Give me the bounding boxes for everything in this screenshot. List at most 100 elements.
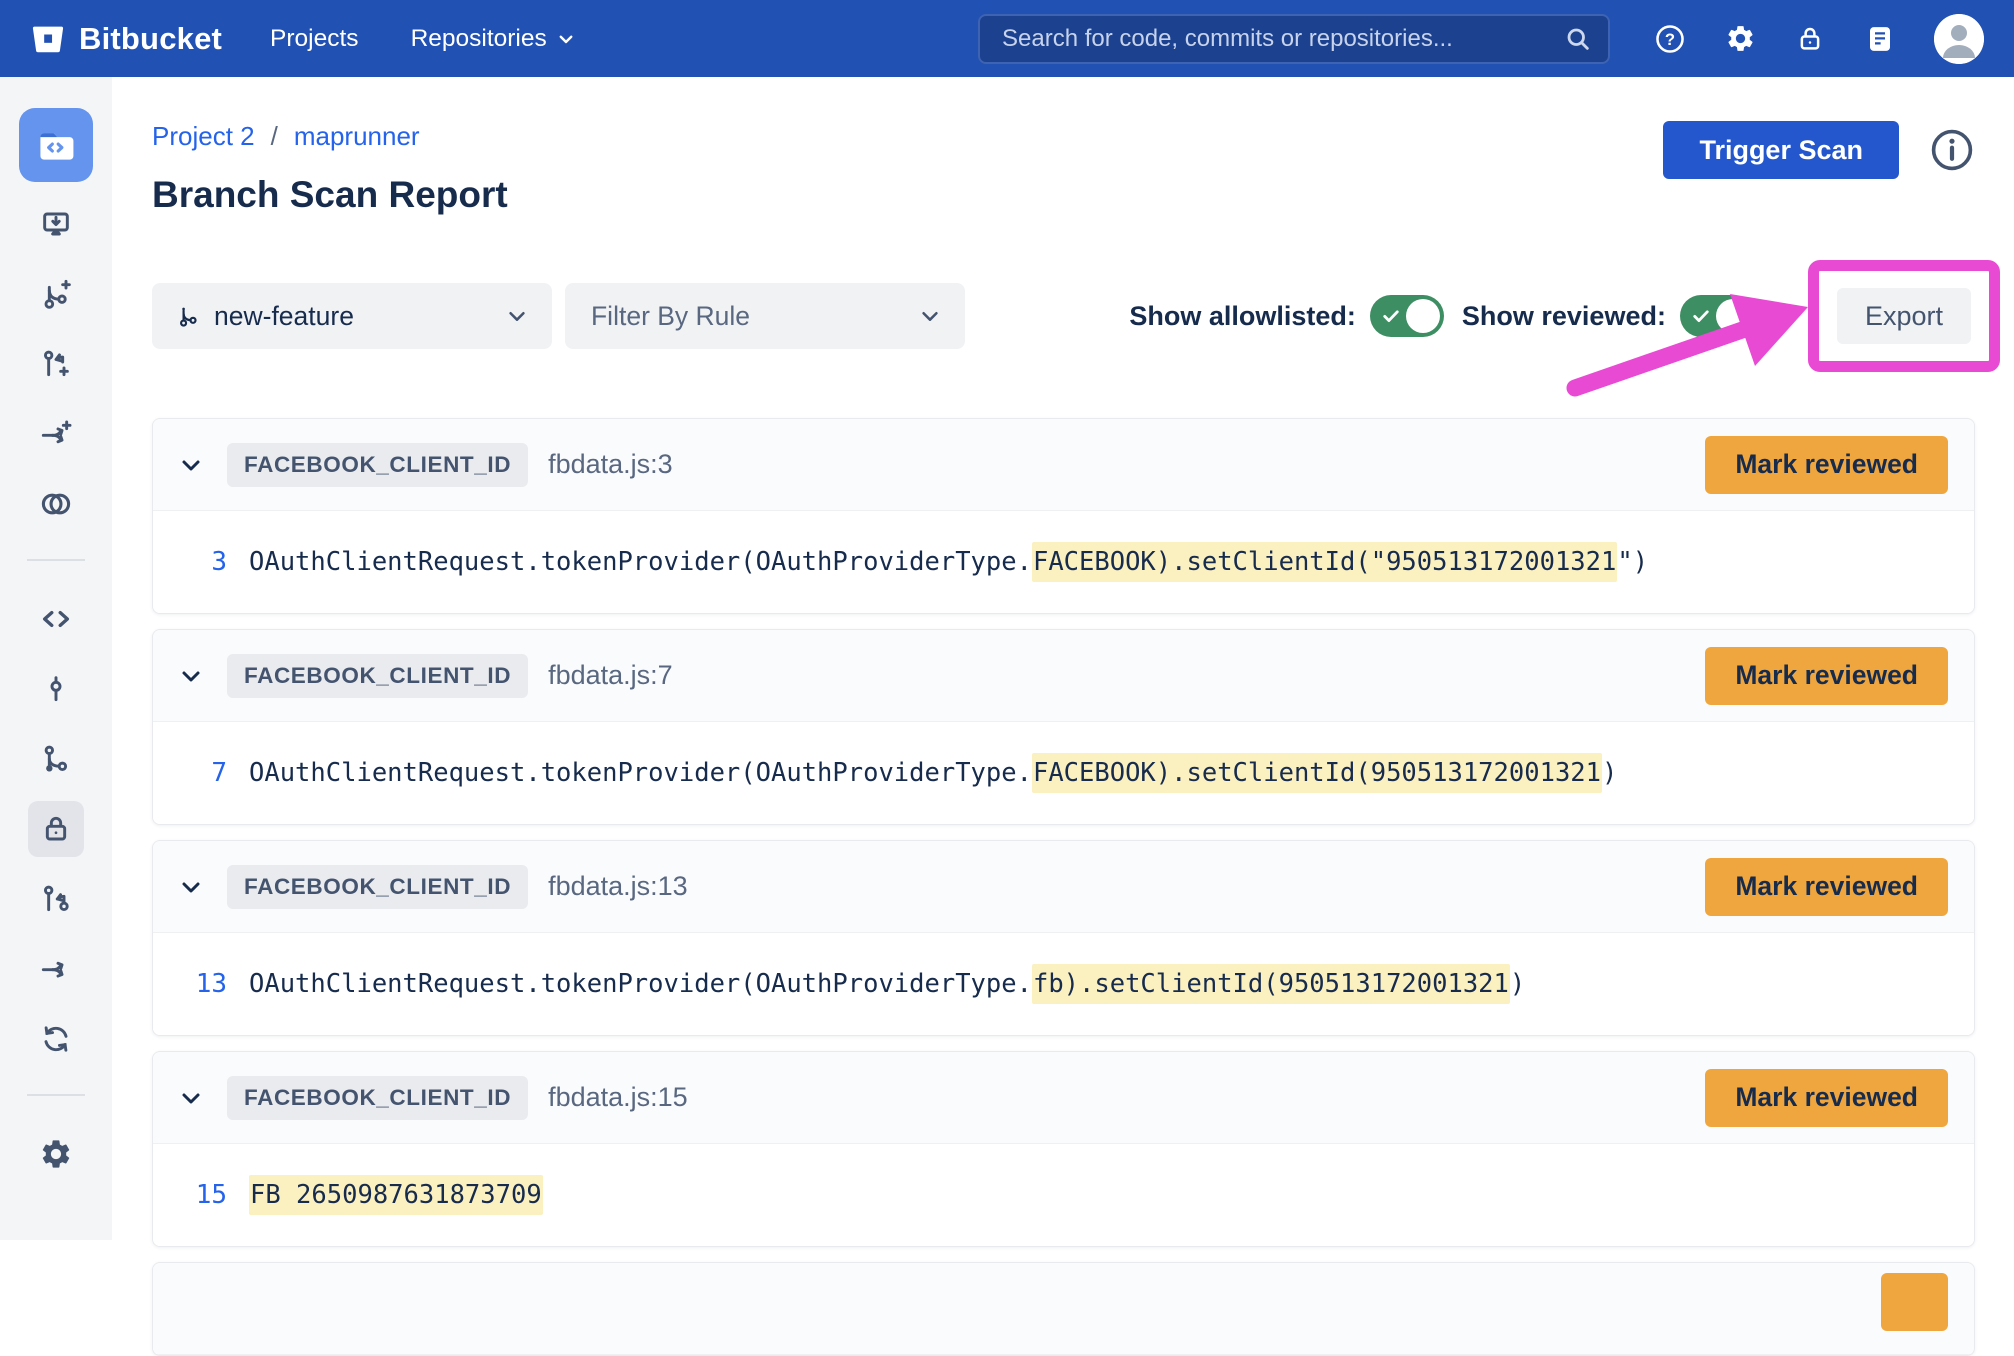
secret-highlight: fb).setClientId(950513172001321 <box>1031 964 1510 1004</box>
finding-code-row: 13 OAuthClientRequest.tokenProvider(OAut… <box>153 933 1974 1035</box>
global-search[interactable] <box>978 13 1610 64</box>
create-branch-icon[interactable] <box>39 277 73 311</box>
rule-badge: FACEBOOK_CLIENT_ID <box>227 864 529 909</box>
help-icon[interactable]: ? <box>1654 23 1686 55</box>
show-reviewed-toggle[interactable] <box>1679 295 1754 337</box>
finding-card: FACEBOOK_CLIENT_ID fbdata.js:3 Mark revi… <box>152 418 1975 614</box>
fork-plus-icon[interactable] <box>39 417 73 451</box>
line-number: 13 <box>195 969 227 999</box>
branch-select-value: new-feature <box>214 300 354 331</box>
create-pull-request-icon[interactable] <box>39 347 73 381</box>
code-line: OAuthClientRequest.tokenProvider(OAuthPr… <box>249 542 1649 582</box>
journal-icon[interactable] <box>1864 23 1896 55</box>
finding-location: fbdata.js:3 <box>548 449 673 479</box>
mark-reviewed-button[interactable]: Mark reviewed <box>1705 857 1948 916</box>
breadcrumb: Project 2 / maprunner <box>152 121 508 152</box>
nav-projects[interactable]: Projects <box>270 24 359 52</box>
finding-code-row: 7 OAuthClientRequest.tokenProvider(OAuth… <box>153 722 1974 824</box>
export-button[interactable]: Export <box>1836 288 1971 344</box>
left-sidebar <box>0 77 112 1240</box>
compare-circles-icon[interactable] <box>39 487 73 521</box>
mark-reviewed-button[interactable]: Mark reviewed <box>1705 646 1948 705</box>
code-line: OAuthClientRequest.tokenProvider(OAuthPr… <box>249 964 1525 1004</box>
pull-request-icon[interactable] <box>39 882 73 916</box>
finding-header <box>153 1263 1974 1355</box>
finding-card-partial <box>152 1262 1975 1356</box>
security-lock-icon[interactable] <box>28 801 84 857</box>
finding-card: FACEBOOK_CLIENT_ID fbdata.js:15 Mark rev… <box>152 1051 1975 1247</box>
line-number: 15 <box>195 1180 227 1210</box>
mark-reviewed-button[interactable]: Mark reviewed <box>1705 1068 1948 1127</box>
navbar-actions: ? <box>1654 13 1984 64</box>
branch-icon[interactable] <box>39 742 73 776</box>
repository-folder-icon[interactable] <box>19 108 93 182</box>
commit-icon[interactable] <box>39 672 73 706</box>
show-reviewed-label: Show reviewed: <box>1461 300 1666 331</box>
check-icon <box>1691 306 1711 331</box>
findings-list: FACEBOOK_CLIENT_ID fbdata.js:3 Mark revi… <box>152 418 1975 1356</box>
finding-header: FACEBOOK_CLIENT_ID fbdata.js:15 Mark rev… <box>153 1052 1974 1144</box>
sidebar-divider <box>27 1094 85 1096</box>
toggle-knob <box>1405 299 1440 333</box>
toggle-knob <box>1715 299 1750 333</box>
rule-filter-select[interactable]: Filter By Rule <box>565 283 965 349</box>
rule-badge: FACEBOOK_CLIENT_ID <box>227 442 529 487</box>
page-title: Branch Scan Report <box>152 174 508 215</box>
fork-icon[interactable] <box>39 952 73 986</box>
code-pre: OAuthClientRequest.tokenProvider(OAuthPr… <box>249 758 1032 788</box>
svg-text:?: ? <box>1665 29 1675 48</box>
chevron-down-icon <box>919 305 941 327</box>
lock-icon[interactable] <box>1794 23 1826 55</box>
finding-code-row: 3 OAuthClientRequest.tokenProvider(OAuth… <box>153 511 1974 613</box>
finding-card: FACEBOOK_CLIENT_ID fbdata.js:7 Mark revi… <box>152 629 1975 825</box>
rule-badge: FACEBOOK_CLIENT_ID <box>227 1075 529 1120</box>
bitbucket-brand[interactable]: Bitbucket <box>30 21 222 57</box>
mark-reviewed-button[interactable]: Mark reviewed <box>1705 435 1948 494</box>
finding-header: FACEBOOK_CLIENT_ID fbdata.js:3 Mark revi… <box>153 419 1974 511</box>
mark-reviewed-button[interactable] <box>1880 1273 1948 1331</box>
finding-card: FACEBOOK_CLIENT_ID fbdata.js:13 Mark rev… <box>152 840 1975 1036</box>
finding-header: FACEBOOK_CLIENT_ID fbdata.js:7 Mark revi… <box>153 630 1974 722</box>
chevron-down-icon[interactable] <box>179 453 203 477</box>
search-icon[interactable] <box>1564 25 1592 53</box>
top-navbar: Bitbucket Projects Repositories ? <box>0 0 2014 77</box>
annotation-highlight-box: Export <box>1807 260 2000 372</box>
chevron-down-icon[interactable] <box>179 1086 203 1110</box>
brand-name: Bitbucket <box>79 20 223 56</box>
rule-badge: FACEBOOK_CLIENT_ID <box>227 653 529 698</box>
info-icon[interactable] <box>1929 127 1975 173</box>
nav-repositories[interactable]: Repositories <box>411 25 575 53</box>
branch-select[interactable]: new-feature <box>152 283 552 349</box>
avatar[interactable] <box>1934 13 1984 64</box>
secret-highlight: FACEBOOK).setClientId(950513172001321 <box>1031 753 1603 793</box>
code-post: ") <box>1617 547 1649 577</box>
sync-icon[interactable] <box>39 1022 73 1056</box>
finding-code-row: 15 FB 2650987631873709 <box>153 1144 1974 1246</box>
check-icon <box>1381 306 1401 331</box>
secret-highlight: FB 2650987631873709 <box>249 1175 543 1215</box>
secret-highlight: FACEBOOK).setClientId("950513172001321 <box>1031 542 1618 582</box>
breadcrumb-project-link[interactable]: Project 2 <box>152 121 255 151</box>
clone-icon[interactable] <box>39 207 73 241</box>
branch-icon <box>176 303 202 329</box>
trigger-scan-button[interactable]: Trigger Scan <box>1663 121 1899 179</box>
chevron-down-icon <box>557 30 575 48</box>
chevron-down-icon[interactable] <box>179 875 203 899</box>
chevron-down-icon <box>506 305 528 327</box>
primary-nav: Projects Repositories <box>270 25 575 53</box>
search-input[interactable] <box>1000 23 1564 54</box>
settings-gear-icon[interactable] <box>39 1137 73 1171</box>
source-code-icon[interactable] <box>39 602 73 636</box>
code-pre: OAuthClientRequest.tokenProvider(OAuthPr… <box>249 547 1032 577</box>
finding-location: fbdata.js:15 <box>548 1082 688 1112</box>
gear-icon[interactable] <box>1724 23 1756 55</box>
chevron-down-icon[interactable] <box>179 664 203 688</box>
code-pre: OAuthClientRequest.tokenProvider(OAuthPr… <box>249 969 1032 999</box>
finding-location: fbdata.js:7 <box>548 660 673 690</box>
finding-header: FACEBOOK_CLIENT_ID fbdata.js:13 Mark rev… <box>153 841 1974 933</box>
rule-filter-placeholder: Filter By Rule <box>591 300 751 331</box>
breadcrumb-repo-link[interactable]: maprunner <box>293 121 420 151</box>
bitbucket-logo-icon <box>30 21 66 57</box>
breadcrumb-separator: / <box>270 121 278 151</box>
show-allowlisted-toggle[interactable] <box>1369 295 1444 337</box>
